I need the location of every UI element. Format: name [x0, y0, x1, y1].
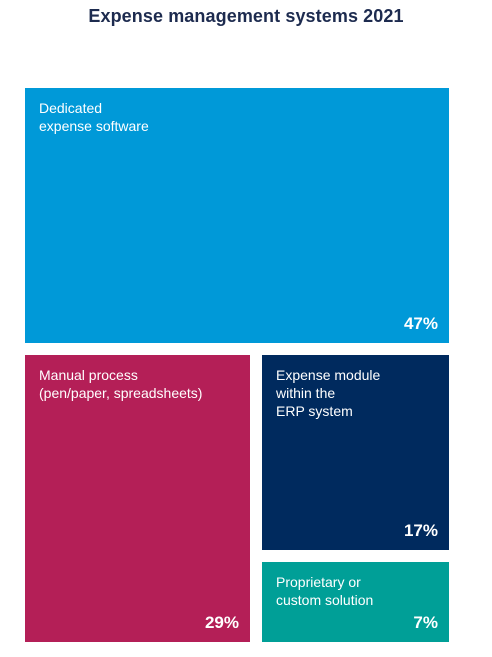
tile-value-custom-solution: 7%: [413, 613, 438, 632]
tile-manual-process: Manual process (pen/paper, spreadsheets)…: [25, 355, 250, 642]
tile-value-dedicated-software: 47%: [403, 314, 438, 333]
tile-label-dedicated-software: Dedicated expense software: [39, 100, 149, 134]
tile-value-erp-module: 17%: [403, 521, 438, 540]
tile-label-manual-process: Manual process (pen/paper, spreadsheets): [39, 367, 203, 401]
tile-value-manual-process: 29%: [204, 613, 239, 632]
tile-dedicated-software: Dedicated expense software 47%: [25, 88, 449, 343]
tile-label-custom-solution: Proprietary or custom solution: [276, 574, 374, 608]
tile-erp-module: Expense module within the ERP system 17%: [262, 355, 449, 550]
tile-label-erp-module: Expense module within the ERP system: [276, 367, 381, 419]
chart-title: Expense management systems 2021: [88, 6, 404, 26]
tile-custom-solution: Proprietary or custom solution 7%: [262, 562, 449, 642]
